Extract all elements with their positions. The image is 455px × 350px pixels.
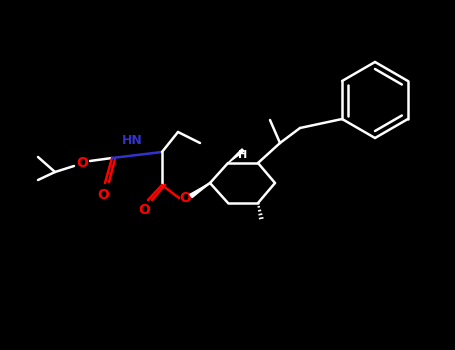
Text: H: H (238, 150, 248, 160)
Text: O: O (97, 188, 109, 202)
Text: O: O (138, 203, 150, 217)
Polygon shape (228, 149, 244, 163)
Text: O: O (179, 191, 191, 205)
Text: HN: HN (121, 133, 142, 147)
Polygon shape (190, 183, 210, 198)
Text: O: O (76, 156, 88, 170)
